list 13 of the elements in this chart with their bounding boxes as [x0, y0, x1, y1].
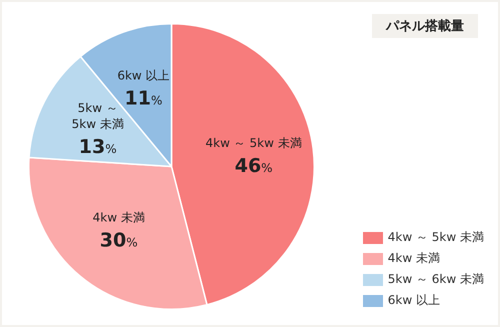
chart-title: パネル搭載量 — [372, 14, 478, 38]
legend-label: 4kw ～ 5kw 未満 — [388, 229, 484, 246]
text: 4kw ～ 5kw 未満 — [206, 136, 302, 150]
data-label: 30% — [100, 229, 138, 252]
legend-label: 4kw 未満 — [388, 250, 440, 267]
text: 6kw 以上 — [117, 68, 170, 83]
text: 4kw 未満 — [92, 210, 145, 224]
data-label: 13% — [78, 136, 117, 158]
legend-label: 5kw ～ 6kw 未満 — [388, 271, 484, 288]
data-label: 11% — [124, 88, 162, 110]
data-label: 46% — [234, 155, 273, 178]
text: 5kw ～ 5kw 未満 — [72, 101, 124, 132]
legend-label: 6kw 以上 — [388, 292, 440, 309]
